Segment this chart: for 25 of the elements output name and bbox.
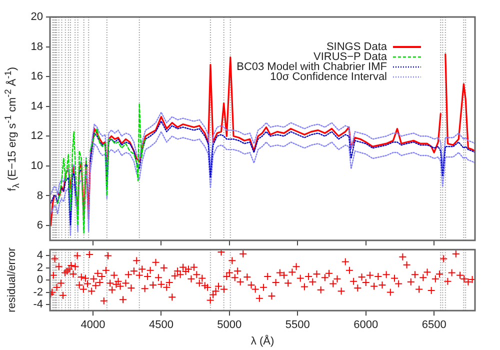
- legend-label: 10σ Confidence Interval: [270, 71, 387, 84]
- x-tick-label: 4500: [148, 319, 174, 332]
- y-tick-label: 20: [30, 11, 43, 24]
- y-tick-label: 16: [30, 70, 43, 83]
- y-tick-label: 6: [36, 220, 43, 232]
- x-tick-label: 5500: [285, 319, 310, 332]
- y-tick-label: 10: [30, 160, 43, 172]
- y-tick-label: -4: [33, 298, 43, 311]
- y-tick-label: 14: [30, 100, 43, 112]
- y-tick-label: 18: [30, 40, 43, 53]
- y-tick-label: 8: [36, 190, 43, 202]
- x-axis-title: λ (Å): [250, 334, 274, 348]
- y-tick-label: 4: [36, 250, 43, 262]
- y-tick-label: 12: [30, 130, 43, 142]
- legend-label: BC03 Model with Chabrier IMF: [236, 61, 388, 74]
- legend-label: VIRUS−P Data: [314, 51, 388, 64]
- y-tick-label: 2: [36, 262, 43, 274]
- x-tick-label: 6500: [422, 319, 446, 332]
- legend-label: SINGS Data: [326, 41, 388, 54]
- x-tick-label: 4000: [80, 319, 106, 332]
- x-tick-label: 6000: [354, 319, 378, 332]
- x-tick-label: 5000: [217, 319, 242, 332]
- y-axis-title: residual/error: [6, 248, 18, 312]
- y-tick-label: -2: [33, 286, 43, 298]
- y-tick-label: 0: [36, 274, 43, 286]
